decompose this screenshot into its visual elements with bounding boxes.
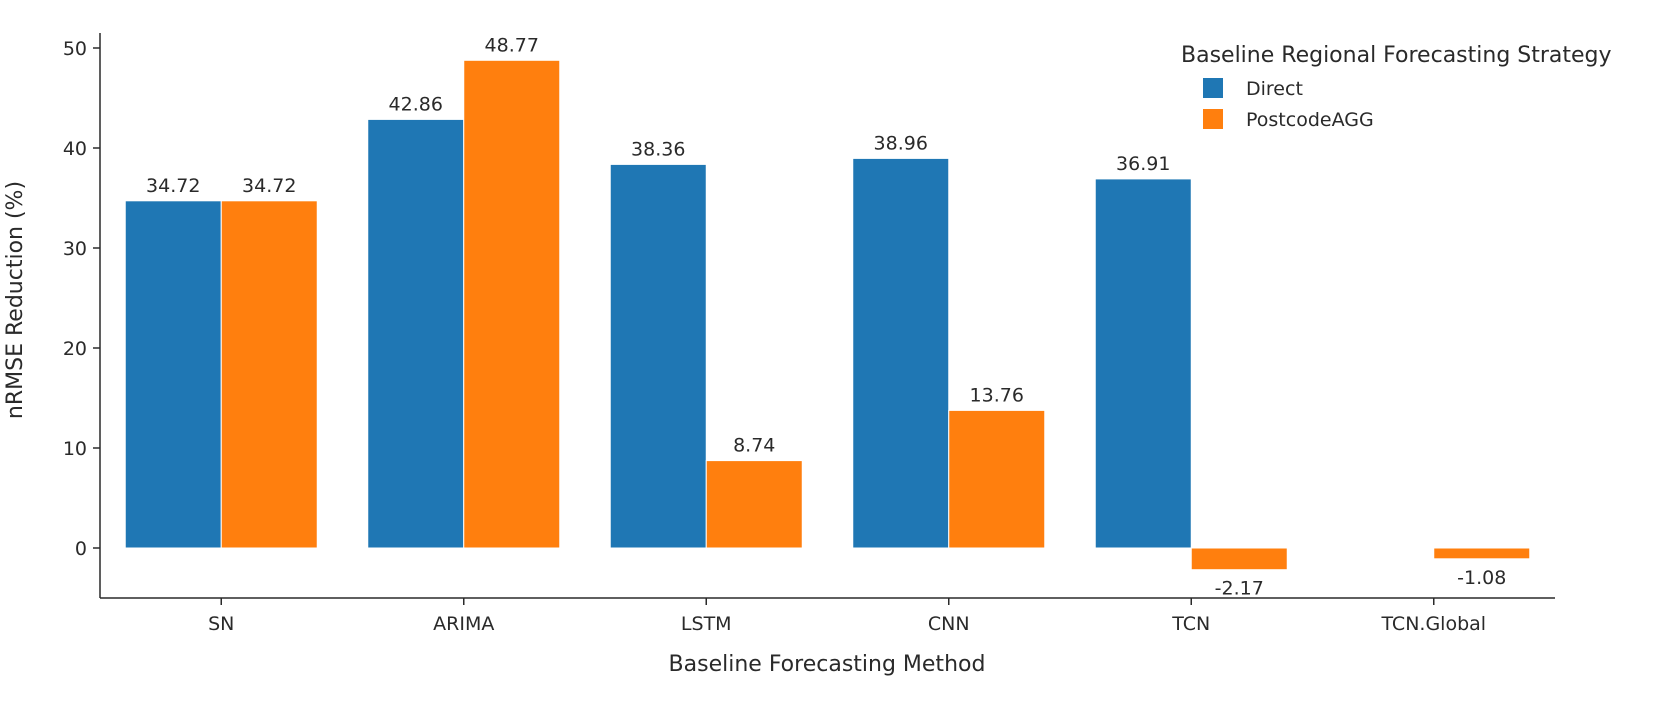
data-label: 48.77 <box>485 34 539 56</box>
data-label: 38.96 <box>874 132 928 154</box>
legend-title: Baseline Regional Forecasting Strategy <box>1181 43 1612 68</box>
data-labels-layer: 34.72 42.86 38.36 38.96 36.91 34.72 48.77 8.74 1… <box>146 34 1506 599</box>
axes-layer <box>99 33 1555 599</box>
y-ticks: 0 10 20 30 40 50 <box>63 38 100 560</box>
x-tick-label: TCN <box>1171 613 1210 635</box>
data-label: 8.74 <box>733 435 775 457</box>
x-tick-label: LSTM <box>681 613 732 635</box>
y-tick-label: 20 <box>63 338 87 360</box>
bars-layer <box>124 59 1531 571</box>
data-label: 42.86 <box>389 93 443 115</box>
data-label: 34.72 <box>146 175 200 197</box>
legend-label-direct: Direct <box>1246 78 1303 100</box>
legend-label-postcodeagg: PostcodeAGG <box>1246 109 1374 131</box>
bar-direct-arima <box>367 118 465 549</box>
data-label: -1.08 <box>1457 567 1506 589</box>
y-tick-label: 50 <box>63 38 87 60</box>
x-axis-title: Baseline Forecasting Method <box>669 652 986 677</box>
y-tick-label: 40 <box>63 138 87 160</box>
y-tick-label: 0 <box>75 538 87 560</box>
data-label: 13.76 <box>970 384 1024 406</box>
legend-swatch-direct <box>1203 78 1223 98</box>
data-label: 38.36 <box>631 138 685 160</box>
y-tick-label: 10 <box>63 438 87 460</box>
legend-items: Direct PostcodeAGG <box>1203 78 1374 131</box>
x-ticks: SN ARIMA LSTM CNN TCN TCN.Global <box>208 598 1486 635</box>
bar-postcodeagg-sn <box>220 200 318 549</box>
y-axis-title: nRMSE Reduction (%) <box>3 181 28 419</box>
x-tick-label: ARIMA <box>433 613 494 635</box>
x-tick-label: CNN <box>928 613 970 635</box>
bar-direct-cnn <box>852 157 950 549</box>
data-label: 36.91 <box>1116 153 1170 175</box>
bar-direct-tcn <box>1094 178 1192 549</box>
data-label: -2.17 <box>1215 578 1264 600</box>
x-tick-label: SN <box>208 613 234 635</box>
legend: Baseline Regional Forecasting Strategy D… <box>1181 43 1612 131</box>
bar-postcodeagg-tcn <box>1190 547 1288 571</box>
data-label: 34.72 <box>242 175 296 197</box>
y-tick-label: 30 <box>63 238 87 260</box>
bar-postcodeagg-arima <box>463 59 561 549</box>
bar-postcodeagg-lstm <box>705 460 803 549</box>
bar-direct-sn <box>124 200 222 549</box>
bar-direct-lstm <box>609 163 707 549</box>
bar-postcodeagg-tcn-global <box>1433 547 1531 560</box>
legend-swatch-postcodeagg <box>1203 109 1223 129</box>
bar-postcodeagg-cnn <box>948 409 1046 549</box>
x-tick-label: TCN.Global <box>1380 613 1486 635</box>
